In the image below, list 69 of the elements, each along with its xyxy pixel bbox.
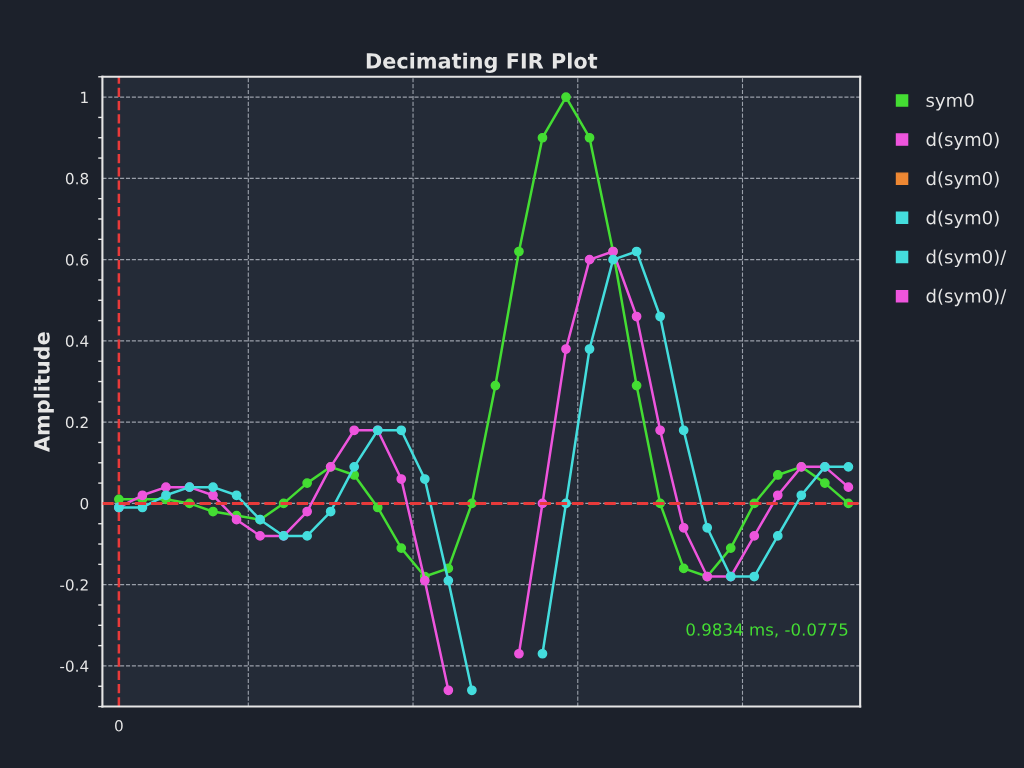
point: [772, 531, 783, 541]
point: [208, 506, 218, 517]
y-tick-label: -0.2: [60, 579, 88, 591]
point: [325, 506, 336, 517]
point: [796, 490, 807, 501]
point: [137, 490, 148, 501]
point: [302, 531, 312, 541]
point: [772, 490, 783, 501]
point: [608, 254, 618, 265]
point: [208, 490, 218, 501]
point: [396, 474, 407, 484]
point: [749, 571, 760, 582]
point: [678, 425, 689, 436]
legend-label: d(sym0)/: [926, 249, 1007, 268]
point: [302, 506, 312, 517]
point: [655, 311, 665, 322]
point: [467, 685, 477, 696]
point: [561, 344, 571, 354]
y-tick-label: 0.4: [65, 335, 89, 347]
point: [443, 685, 454, 696]
legend-label: d(sym0): [926, 210, 999, 228]
point: [584, 132, 595, 143]
point: [231, 514, 242, 525]
point: [396, 425, 407, 436]
point: [561, 92, 571, 102]
y-tick-label: 0.6: [65, 254, 89, 266]
legend-label: d(sym0): [926, 171, 999, 189]
point: [443, 575, 454, 586]
point: [819, 478, 830, 488]
point: [255, 531, 265, 541]
y-axis-title: Amplitude: [33, 332, 54, 453]
annotation: 0.9834 ms, -0.0775: [686, 623, 848, 638]
point: [631, 246, 642, 257]
point: [208, 482, 218, 493]
point: [514, 246, 524, 257]
point: [702, 522, 713, 533]
y-tick-label: 0: [80, 497, 89, 510]
point: [537, 132, 548, 143]
point: [419, 474, 430, 484]
point: [631, 311, 642, 322]
point: [584, 254, 595, 265]
y-tick-label: 0.2: [65, 416, 88, 429]
point: [678, 563, 689, 574]
legend-label: d(sym0): [926, 132, 999, 150]
point: [843, 461, 854, 472]
point: [161, 490, 171, 501]
y-tick-label: 1: [81, 91, 88, 103]
point: [396, 543, 407, 553]
point: [631, 380, 642, 391]
point: [655, 425, 665, 436]
chart-title: Decimating FIR Plot: [366, 52, 598, 73]
point: [725, 543, 736, 553]
legend-label: sym0: [926, 93, 974, 111]
point: [419, 575, 430, 586]
point: [231, 490, 242, 501]
point: [749, 531, 760, 541]
y-tick-label: 0.8: [65, 172, 89, 185]
point: [537, 648, 548, 659]
point: [772, 470, 783, 480]
point: [678, 522, 689, 533]
y-tick-label: -0.4: [60, 660, 89, 672]
point: [843, 482, 854, 493]
point: [490, 380, 501, 391]
point: [584, 344, 595, 354]
point: [349, 425, 360, 436]
point: [514, 648, 524, 659]
legend-label: d(sym0)/: [926, 288, 1007, 307]
point: [302, 478, 312, 488]
point: [349, 461, 360, 472]
